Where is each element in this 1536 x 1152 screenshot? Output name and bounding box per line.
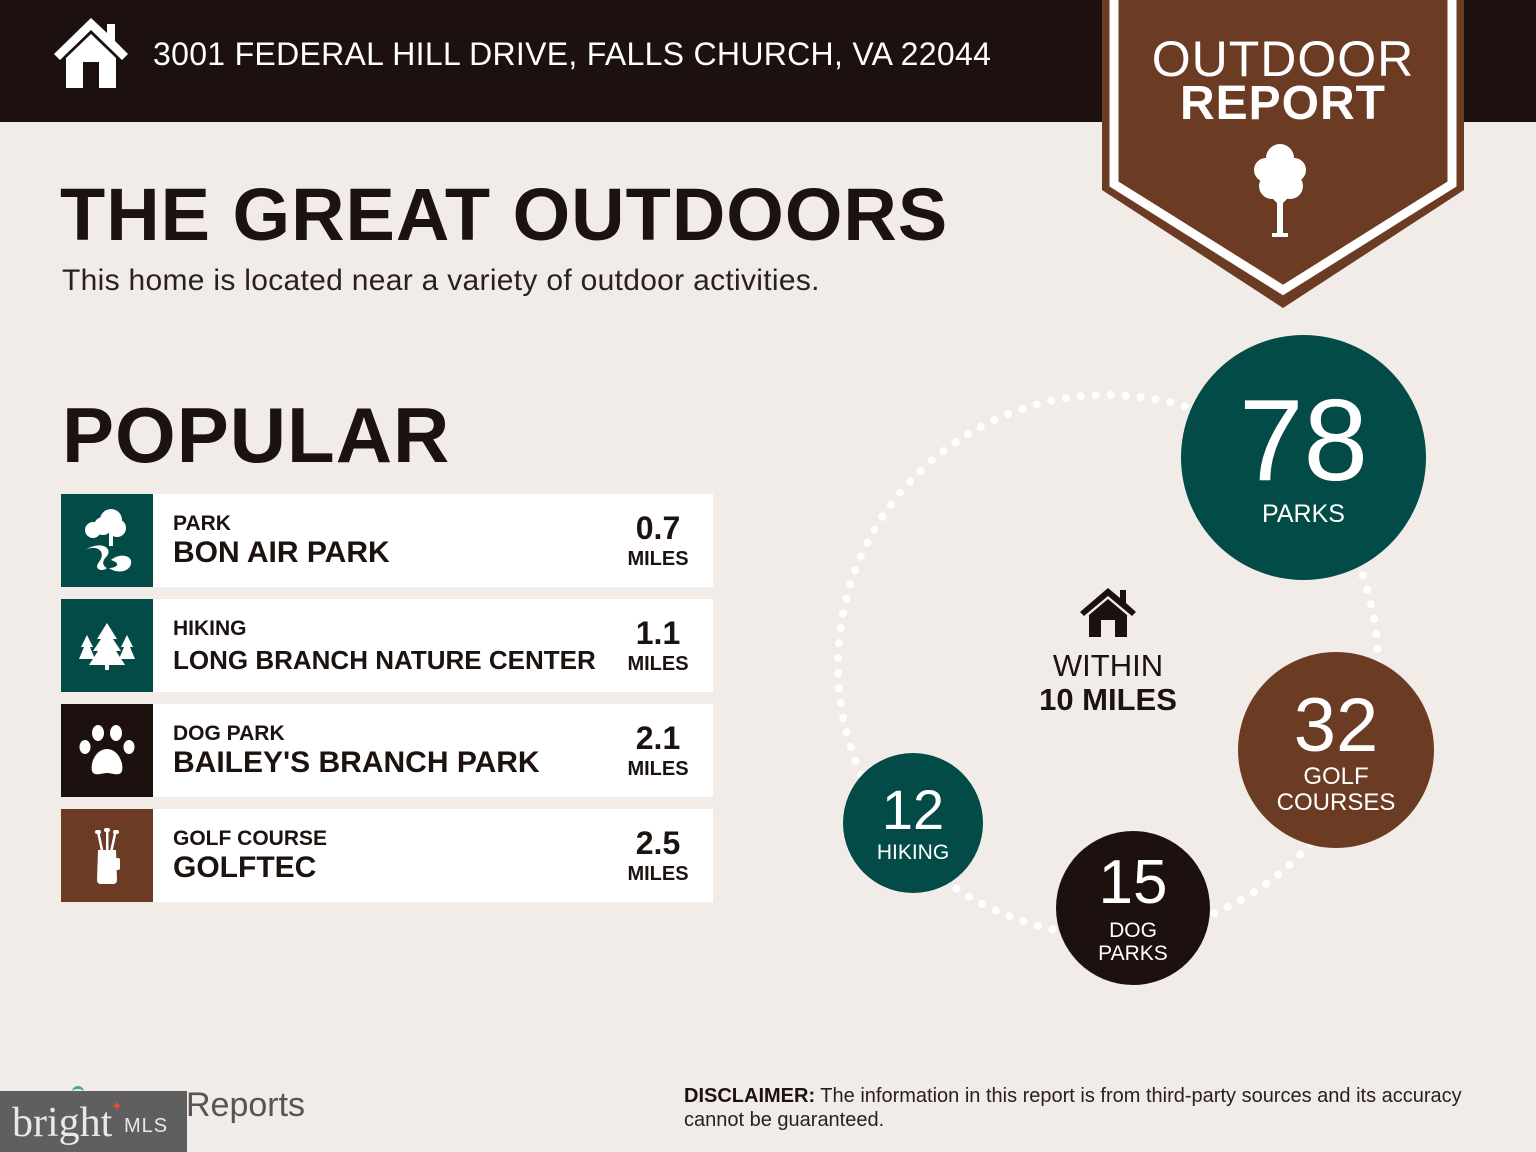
item-name: LONG BRANCH NATURE CENTER	[173, 645, 596, 675]
hiking-label: HIKING	[876, 841, 950, 864]
dog-label-line1: DOG	[1109, 919, 1157, 942]
item-distance-unit: MILES	[627, 653, 689, 675]
section-title-popular: POPULAR	[62, 391, 451, 479]
item-distance-unit: MILES	[627, 863, 689, 885]
item-distance-unit: MILES	[627, 548, 689, 570]
item-name: BON AIR PARK	[173, 536, 390, 569]
dog-parks-label: DOG PARKS	[1056, 919, 1210, 965]
pine-trees-icon	[61, 599, 153, 692]
badge-title-line1: OUTDOOR	[1151, 31, 1415, 87]
disclaimer: DISCLAIMER: The information in this repo…	[684, 1084, 1484, 1132]
parks-count: 78	[1238, 375, 1369, 505]
item-category: DOG PARK	[173, 722, 285, 745]
disclaimer-text: The information in this report is from t…	[684, 1085, 1462, 1131]
item-distance: 0.7	[635, 510, 681, 546]
outdoor-report-badge: OUTDOOR REPORT	[1102, 0, 1464, 310]
item-distance: 2.1	[635, 720, 681, 756]
item-distance-unit: MILES	[627, 758, 689, 780]
house-icon	[1080, 588, 1136, 637]
radius-label-line1: WITHIN	[1052, 648, 1164, 683]
brand-reports-text: Reports	[186, 1086, 306, 1124]
park-trees-icon	[61, 494, 153, 587]
golf-label-line1: GOLF	[1303, 763, 1369, 790]
golf-count-circle: 32 GOLF COURSES	[1238, 652, 1434, 848]
badge-title-line2: REPORT	[1179, 77, 1386, 130]
item-distance: 2.5	[635, 825, 681, 861]
radius-label-line2: 10 MILES	[1039, 682, 1177, 717]
hiking-count-circle: 12 HIKING	[843, 753, 983, 893]
tree-icon	[1254, 144, 1306, 237]
house-icon	[54, 18, 128, 88]
golf-label-line2: COURSES	[1276, 789, 1396, 817]
property-address: 3001 FEDERAL HILL DRIVE, FALLS CHURCH, V…	[153, 36, 992, 72]
popular-list: PARK BON AIR PARK 0.7 MILES HIKING LONG …	[61, 494, 713, 914]
sparkle-icon: ✦	[111, 1098, 123, 1114]
page-subtitle: This home is located near a variety of o…	[62, 264, 820, 297]
brand-logo-mark	[72, 1086, 84, 1092]
golf-label: GOLF COURSES	[1238, 763, 1434, 817]
list-item: GOLF COURSE GOLFTEC 2.5 MILES	[61, 809, 713, 902]
page-title: THE GREAT OUTDOORS	[60, 173, 949, 256]
item-category: PARK	[173, 512, 231, 535]
dog-parks-count: 15	[1098, 848, 1168, 917]
list-item: DOG PARK BAILEY'S BRANCH PARK 2.1 MILES	[61, 704, 713, 797]
item-name: BAILEY'S BRANCH PARK	[173, 746, 540, 779]
paw-icon	[61, 704, 153, 797]
watermark-word: bright	[12, 1100, 113, 1146]
parks-count-circle: 78 PARKS	[1181, 335, 1426, 580]
item-distance: 1.1	[635, 615, 681, 651]
golf-count: 32	[1293, 683, 1379, 768]
list-item: HIKING LONG BRANCH NATURE CENTER 1.1 MIL…	[61, 599, 713, 692]
item-name: GOLFTEC	[173, 851, 317, 884]
item-category: GOLF COURSE	[173, 827, 328, 850]
golf-bag-icon	[61, 809, 153, 902]
bright-mls-watermark: bright ✦ MLS	[0, 1091, 187, 1152]
watermark-suffix: MLS	[124, 1115, 169, 1137]
parks-label: PARKS	[1262, 500, 1345, 528]
list-item: PARK BON AIR PARK 0.7 MILES	[61, 494, 713, 587]
hiking-count: 12	[881, 778, 945, 841]
disclaimer-label: DISCLAIMER:	[684, 1085, 816, 1107]
dog-parks-count-circle: 15 DOG PARKS	[1056, 831, 1210, 985]
item-category: HIKING	[173, 617, 247, 640]
dog-label-line2: PARKS	[1098, 942, 1168, 966]
